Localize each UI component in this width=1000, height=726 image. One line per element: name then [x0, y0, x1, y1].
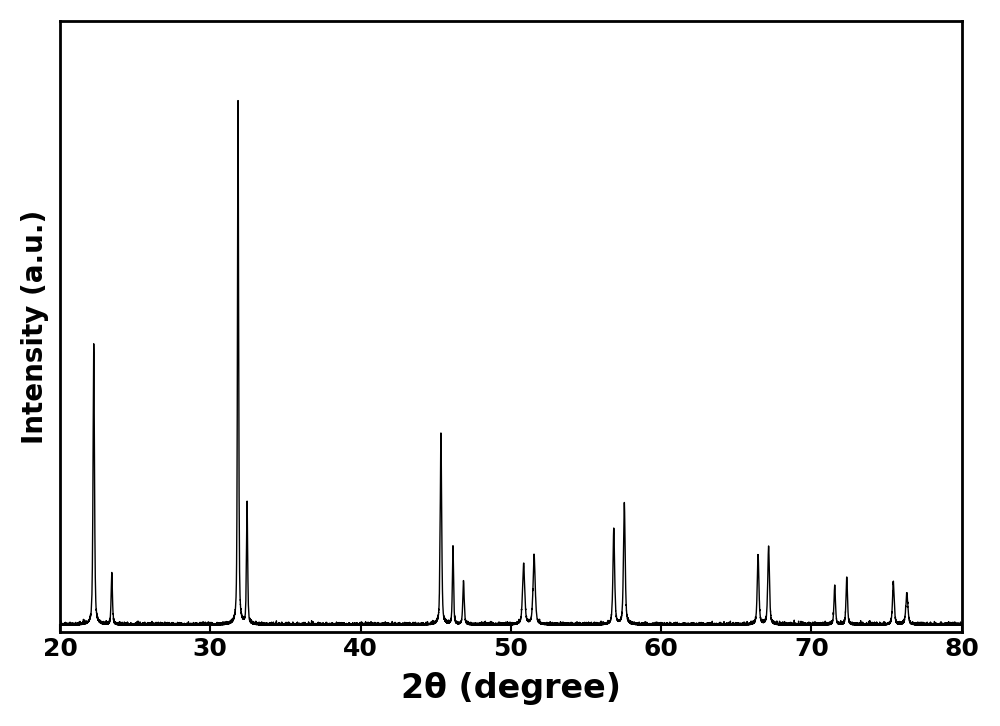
X-axis label: 2θ (degree): 2θ (degree) — [401, 672, 621, 705]
Y-axis label: Intensity (a.u.): Intensity (a.u.) — [21, 209, 49, 444]
